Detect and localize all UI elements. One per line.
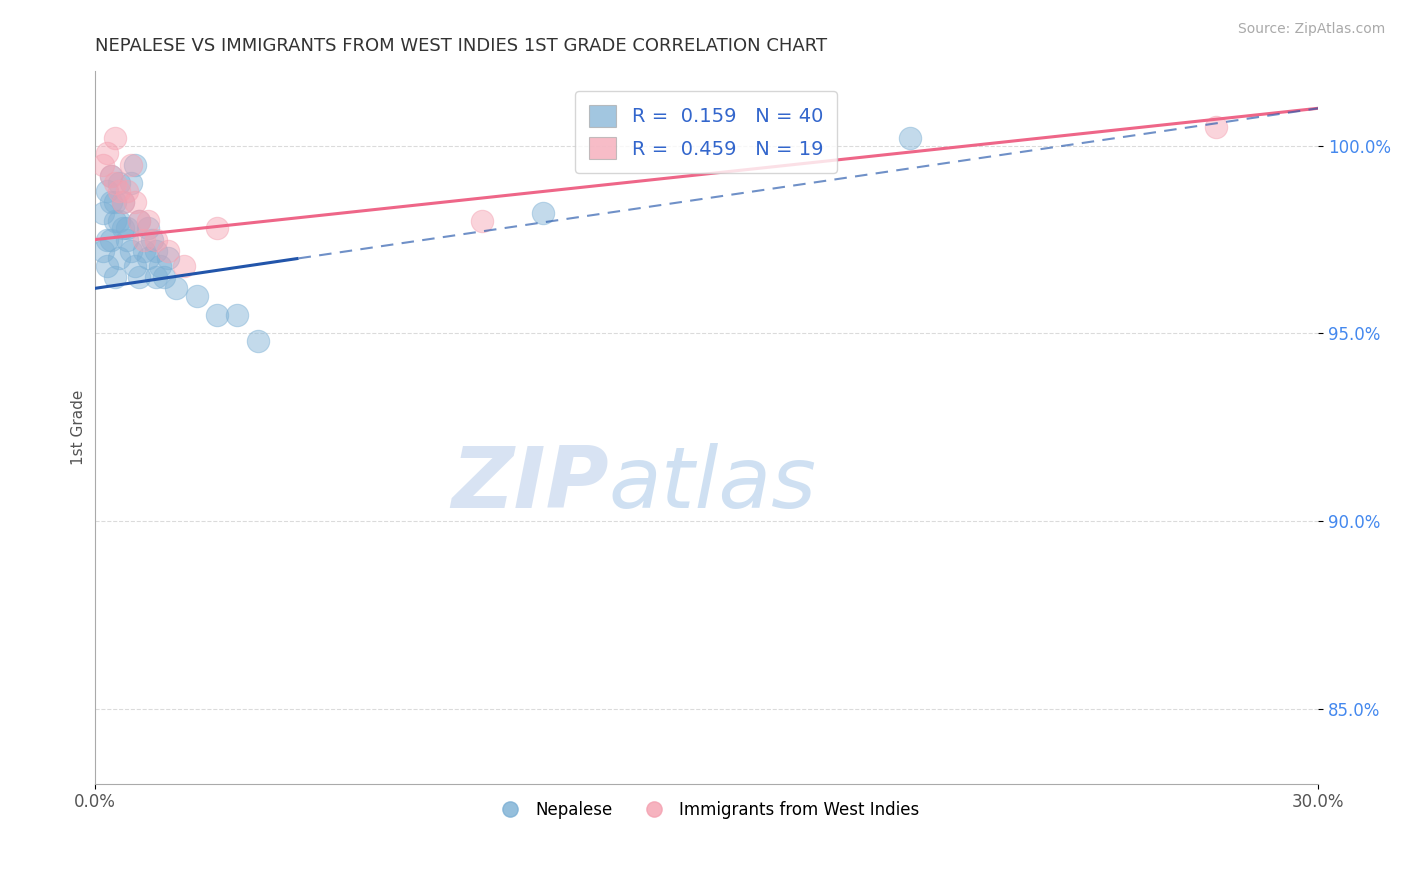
Point — [91, 206, 114, 220]
Point — [104, 177, 127, 191]
Point — [112, 195, 135, 210]
Point — [120, 244, 142, 258]
Point — [205, 308, 228, 322]
Point — [124, 195, 146, 210]
Point — [1205, 120, 1227, 134]
Point — [115, 184, 138, 198]
Point — [156, 244, 179, 258]
Point — [132, 233, 155, 247]
Point — [226, 308, 249, 322]
Point — [100, 169, 122, 183]
Point — [115, 233, 138, 247]
Point — [205, 221, 228, 235]
Legend: Nepalese, Immigrants from West Indies: Nepalese, Immigrants from West Indies — [486, 794, 927, 825]
Point — [120, 157, 142, 171]
Point — [531, 206, 554, 220]
Point — [165, 281, 187, 295]
Point — [108, 177, 131, 191]
Text: Source: ZipAtlas.com: Source: ZipAtlas.com — [1237, 22, 1385, 37]
Point — [145, 270, 167, 285]
Point — [898, 131, 921, 145]
Point — [100, 169, 122, 183]
Point — [91, 244, 114, 258]
Point — [149, 259, 172, 273]
Point — [96, 259, 118, 273]
Point — [124, 259, 146, 273]
Point — [246, 334, 269, 348]
Point — [112, 221, 135, 235]
Point — [104, 131, 127, 145]
Point — [96, 184, 118, 198]
Point — [112, 195, 135, 210]
Point — [128, 270, 150, 285]
Point — [104, 214, 127, 228]
Point — [145, 233, 167, 247]
Point — [108, 184, 131, 198]
Point — [100, 233, 122, 247]
Text: NEPALESE VS IMMIGRANTS FROM WEST INDIES 1ST GRADE CORRELATION CHART: NEPALESE VS IMMIGRANTS FROM WEST INDIES … — [94, 37, 827, 55]
Point — [153, 270, 176, 285]
Point — [96, 146, 118, 161]
Point — [108, 252, 131, 266]
Point — [136, 252, 159, 266]
Point — [156, 252, 179, 266]
Point — [128, 214, 150, 228]
Point — [173, 259, 195, 273]
Point — [471, 214, 494, 228]
Point — [91, 157, 114, 171]
Point — [145, 244, 167, 258]
Point — [96, 233, 118, 247]
Text: atlas: atlas — [609, 442, 817, 525]
Point — [136, 214, 159, 228]
Point — [124, 157, 146, 171]
Text: ZIP: ZIP — [451, 442, 609, 525]
Point — [141, 233, 163, 247]
Point — [136, 221, 159, 235]
Y-axis label: 1st Grade: 1st Grade — [72, 390, 86, 465]
Point — [115, 221, 138, 235]
Point — [128, 214, 150, 228]
Point — [186, 289, 208, 303]
Point — [100, 195, 122, 210]
Point — [132, 244, 155, 258]
Point — [108, 214, 131, 228]
Point — [104, 195, 127, 210]
Point — [120, 177, 142, 191]
Point — [104, 270, 127, 285]
